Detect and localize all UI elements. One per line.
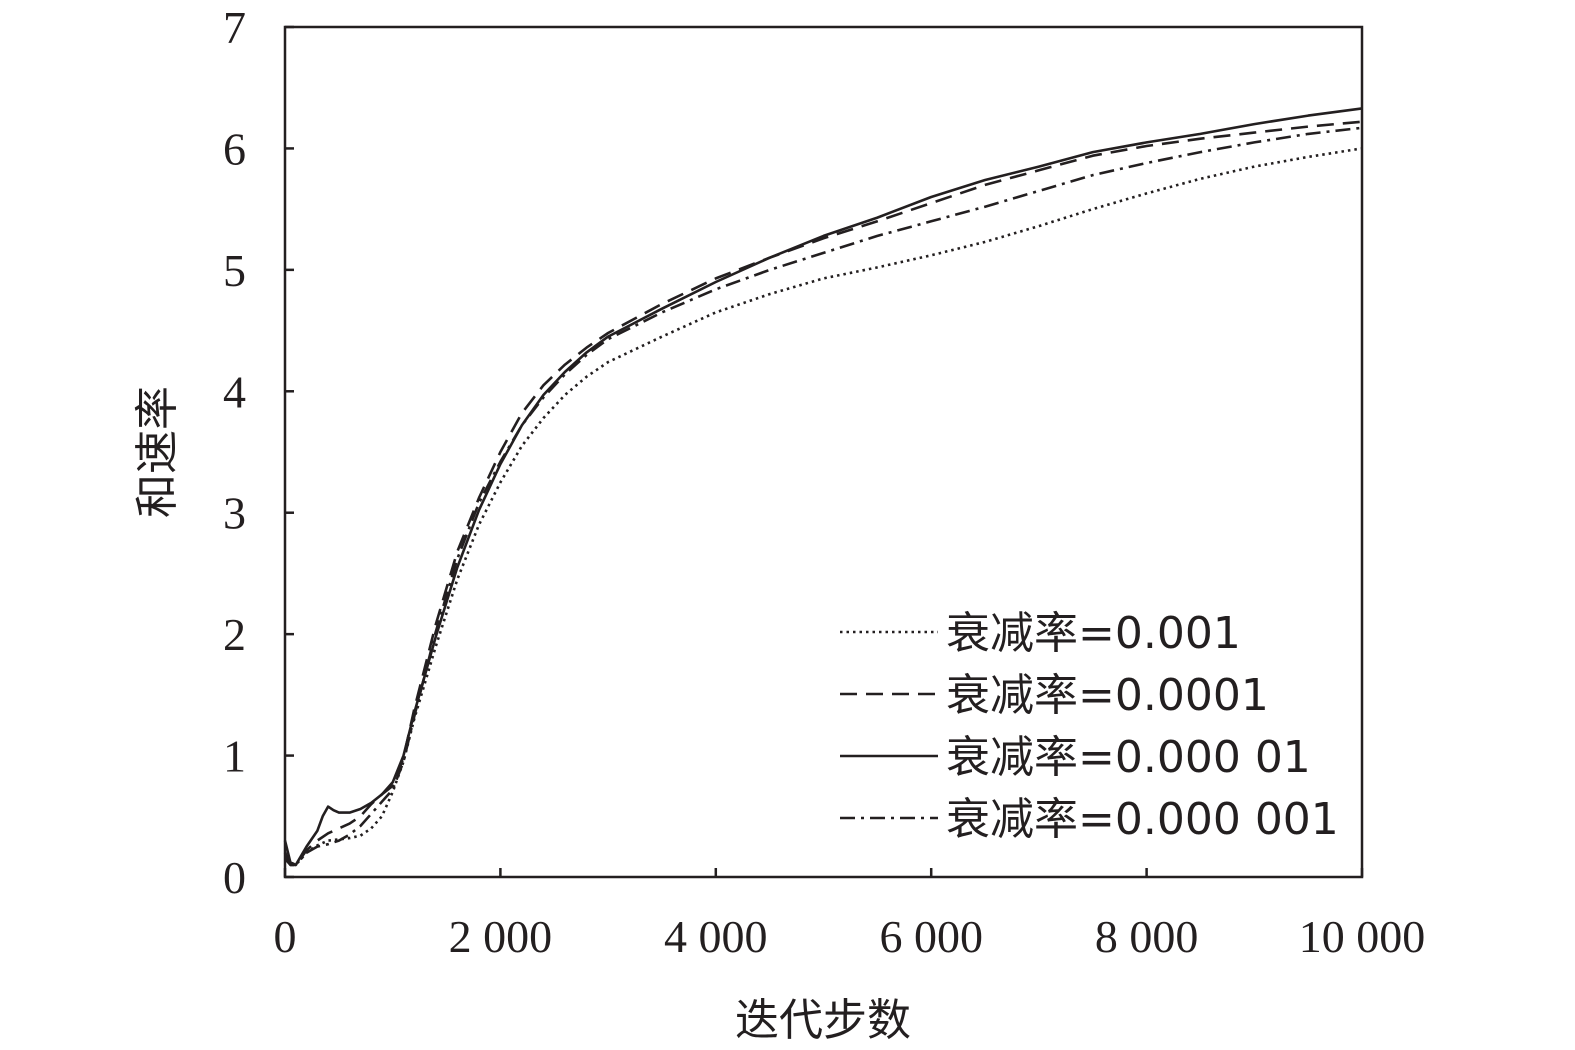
y-tick-label: 7: [223, 2, 246, 53]
legend-label: 衰减率=0.000 01: [946, 732, 1311, 783]
plot-frame: [283, 25, 1364, 879]
series-layer: [283, 107, 1363, 867]
x-tick-label: 0: [274, 911, 297, 962]
x-tick-label: 4 000: [664, 911, 768, 962]
x-tick-label: 8 000: [1095, 911, 1199, 962]
legend-label: 衰减率=0.0001: [946, 670, 1269, 721]
legend-label: 衰减率=0.001: [946, 608, 1241, 659]
x-axis: 0 2 000 4 000 6 000 8 000 10 000: [274, 868, 1426, 962]
series-line-dashed: [283, 120, 1363, 867]
y-tick-label: 6: [223, 123, 246, 174]
y-tick-label: 4: [223, 366, 246, 417]
y-axis: 0 1 2 3 4 5 6 7: [223, 2, 294, 903]
x-tick-label: 2 000: [449, 911, 553, 962]
y-tick-label: 5: [223, 245, 246, 296]
x-axis-title: 迭代步数: [735, 995, 911, 1046]
y-axis-title: 和速率: [132, 386, 183, 518]
legend-label: 衰减率=0.000 001: [946, 794, 1339, 845]
plot-area: [283, 25, 1364, 879]
legend: 衰减率=0.001 衰减率=0.0001 衰减率=0.000 01 衰减率=0.000…: [840, 608, 1339, 845]
x-tick-label: 10 000: [1299, 911, 1426, 962]
series-line-dashdot: [284, 126, 1363, 867]
y-tick-label: 3: [223, 488, 246, 539]
x-tick-label: 6 000: [879, 911, 983, 962]
y-tick-label: 1: [223, 731, 246, 782]
y-tick-label: 0: [223, 852, 246, 903]
y-tick-label: 2: [223, 609, 246, 660]
